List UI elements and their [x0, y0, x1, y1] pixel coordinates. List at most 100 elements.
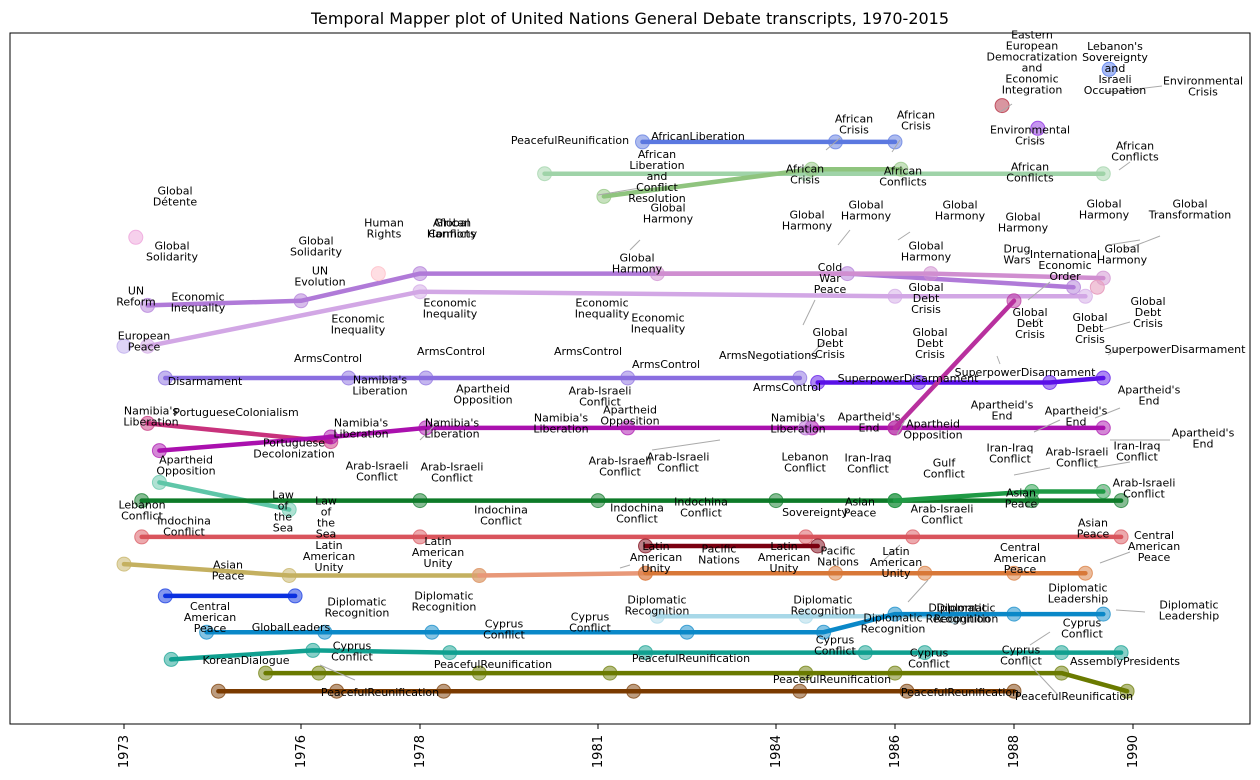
topic-marker [1024, 484, 1040, 499]
topic-label: Diplomatic Recognition [412, 590, 477, 614]
topic-label: Diplomatic Recognition [861, 612, 926, 636]
topic-marker [899, 683, 915, 699]
topic-label: Asian Peace [844, 496, 877, 520]
topic-label: Economic Inequality [423, 297, 478, 321]
topic-label: Pacific Nations [698, 543, 740, 567]
topic-marker [1077, 288, 1093, 304]
topic-label: ArmsControl [632, 358, 700, 371]
topic-label: PortugueseColonialism [173, 406, 299, 419]
annotation-leader-line [1101, 321, 1131, 331]
topic-label: Namibia's Liberation [333, 417, 388, 441]
topic-marker [602, 665, 618, 681]
topic-marker [638, 565, 653, 581]
topic-marker [1095, 370, 1111, 386]
topic-label: Asian Peace [1077, 517, 1110, 541]
topic-label: Global Harmony [998, 211, 1049, 235]
series-line [157, 480, 292, 512]
topic-label: Global Debt Crisis [908, 281, 943, 316]
topic-marker [620, 370, 636, 386]
topic-label: Lebanon Conflict [118, 499, 165, 523]
topic-marker [768, 493, 784, 509]
topic-label: Pacific Nations [817, 545, 859, 569]
topic-label: Diplomatic Recognition [791, 594, 856, 618]
topic-label: Arab-Israeli Conflict [1046, 446, 1109, 470]
topic-marker [887, 606, 903, 622]
topic-label: African Liberation and Conflict Resolution [628, 148, 686, 205]
topic-marker [442, 645, 458, 661]
topic-label: Economic Inequality [575, 297, 630, 321]
topic-point [1030, 120, 1046, 136]
topic-label: Apartheid's End [1172, 427, 1235, 451]
topic-marker [1095, 484, 1111, 499]
topic-label: African Conflicts [879, 165, 927, 189]
topic-label: Apartheid's End [838, 411, 901, 435]
series-line [263, 670, 1130, 694]
topic-marker [1042, 375, 1058, 390]
annotation-leader-line [1115, 609, 1146, 613]
topic-label: Global Harmony [1097, 243, 1148, 267]
topic-label: Global Debt Crisis [812, 326, 847, 361]
topic-marker [1113, 493, 1129, 509]
topic-marker [1006, 565, 1022, 581]
series-line [477, 570, 648, 578]
plot-frame [9, 32, 1251, 725]
topic-marker [134, 493, 150, 509]
topic-marker [1095, 420, 1111, 436]
topic-label: Global Debt Crisis [1012, 306, 1047, 341]
topic-marker [412, 266, 428, 282]
topic-marker [412, 493, 428, 509]
topic-label: UN Reform [116, 285, 156, 309]
series-layer [116, 134, 1135, 699]
topic-marker [323, 429, 339, 445]
topic-label: Diplomatic Recognition [325, 596, 390, 620]
topic-marker [1006, 683, 1022, 699]
topic-label: Global Harmony [841, 199, 892, 223]
topic-label: Namibia's Liberation [352, 374, 407, 398]
topic-marker [887, 493, 903, 509]
topic-point [128, 229, 144, 245]
topic-marker [649, 266, 665, 282]
topic-marker [1095, 166, 1111, 182]
topic-marker [199, 624, 215, 640]
topic-marker [638, 645, 653, 661]
annotation-leader-line [1118, 161, 1131, 171]
annotation-leader-line [629, 239, 641, 251]
topic-label: ArmsControl [554, 345, 622, 358]
topic-label: PeacefulReunification [632, 652, 750, 665]
annotation-leader-line [1101, 484, 1111, 496]
topic-marker [134, 529, 150, 545]
annotation-leader-line [619, 564, 631, 569]
topic-marker [293, 293, 309, 309]
topic-marker [471, 568, 487, 583]
topic-marker [792, 683, 808, 699]
topic-label: Apartheid Opposition [600, 404, 659, 428]
topic-label: Apartheid Opposition [156, 454, 215, 478]
annotation-leader-line [1094, 407, 1121, 419]
topic-marker [537, 166, 553, 182]
topic-label: Central American Peace [994, 541, 1046, 576]
topic-label: European Peace [118, 330, 170, 354]
annotation-leader-line [319, 664, 356, 681]
annotation-leader-line [597, 187, 641, 196]
annotation-leader-line [1107, 347, 1121, 356]
topic-label: Diplomatic Recognition [934, 602, 999, 626]
topic-label: Global Harmony [612, 252, 663, 276]
annotation-leader-line [419, 419, 441, 441]
annotation-leader-line [837, 229, 851, 246]
topic-marker [620, 420, 636, 436]
topic-label: Namibia's Liberation [770, 412, 825, 436]
topic-label: Indochina Conflict [674, 496, 728, 520]
topic-label: Arab-Israeli Conflict [569, 385, 632, 409]
topic-marker [1006, 606, 1022, 622]
topic-label: Iran-Iraq Conflict [845, 452, 892, 476]
topic-marker [317, 624, 333, 640]
topic-label: Lebanon's Sovereignty and Israeli Occupation [1082, 40, 1148, 97]
topic-label: Latin American Unity [303, 539, 355, 574]
topic-label: Cyprus Conflict [814, 634, 856, 658]
topic-marker [287, 588, 303, 604]
topic-label: Drug Wars [1003, 243, 1030, 267]
topic-marker [1077, 565, 1093, 581]
topic-label: Law of the Sea [272, 489, 294, 535]
topic-label: SuperpowerDisarmament [955, 366, 1096, 379]
annotation-leader-line [999, 103, 1013, 113]
